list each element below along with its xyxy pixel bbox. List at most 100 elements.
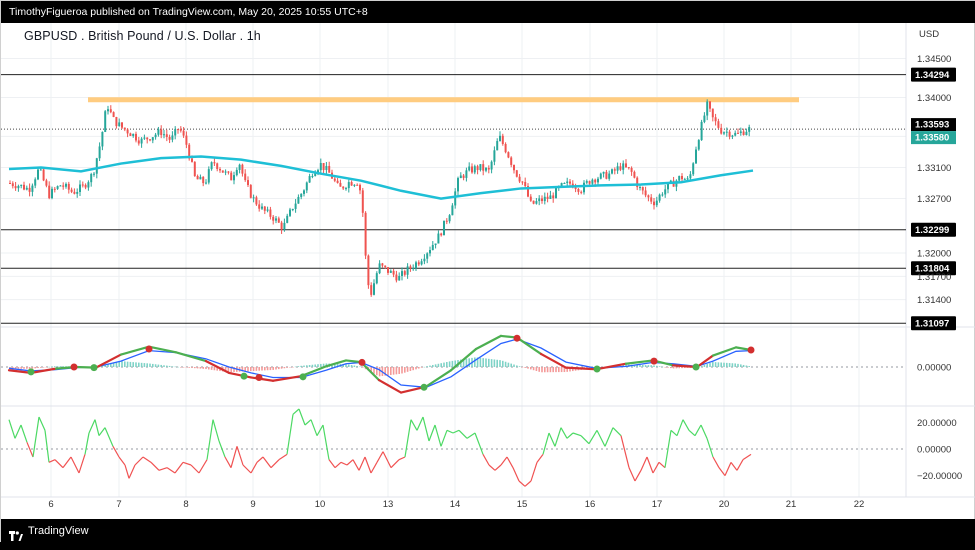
osc2-line-segment	[736, 459, 744, 471]
candle-body	[546, 196, 549, 199]
osc1-histogram-bar	[653, 365, 655, 367]
candle-body	[249, 185, 252, 198]
candle-body	[39, 169, 42, 171]
osc1-histogram-bar	[409, 367, 412, 372]
candle-body	[135, 133, 137, 141]
osc2-line-segment	[580, 435, 590, 445]
candle-body	[395, 274, 398, 281]
candle-body	[706, 101, 709, 116]
osc1-histogram-bar	[524, 367, 526, 368]
osc2-line-segment	[382, 451, 392, 468]
osc1-histogram-bar	[647, 365, 650, 367]
osc2-line-segment	[118, 456, 126, 466]
osc1-histogram-bar	[642, 365, 644, 367]
osc2-line-segment	[346, 459, 354, 466]
candle-body	[403, 271, 406, 275]
candle-body	[221, 170, 224, 173]
osc1-histogram-bar	[314, 364, 316, 367]
last-price-tag	[911, 118, 956, 132]
time-tick-label: 6	[48, 499, 53, 510]
candle-body	[661, 194, 664, 196]
osc1-histogram-bar	[28, 367, 31, 369]
osc1-histogram-bar	[205, 367, 207, 370]
osc1-histogram-bar	[423, 366, 426, 368]
candle-body	[157, 129, 160, 135]
candle-body	[538, 198, 541, 202]
time-tick-label: 7	[116, 499, 121, 510]
candle-body	[121, 122, 123, 128]
ma-price-tag	[911, 131, 956, 145]
candle-body	[70, 189, 73, 192]
osc1-fast-line-segment	[227, 371, 253, 379]
candle-body	[569, 181, 571, 184]
osc1-histogram-bar	[639, 364, 641, 367]
osc1-fast-line-segment	[515, 336, 543, 356]
candle-body	[381, 263, 384, 266]
candle-body	[513, 164, 515, 171]
chart-canvas[interactable]: 1.34294 1.32299 1.31804 1.31097 USD 1.34500 1.…	[1, 23, 975, 519]
osc1-histogram-bar	[451, 360, 454, 367]
candle-body	[711, 108, 714, 118]
candle-body	[81, 184, 84, 186]
osc1-fast-line-segment	[204, 360, 231, 374]
osc1-fast-line-segment	[449, 347, 478, 372]
osc2-line-segment	[328, 459, 336, 469]
osc2-line-segment	[494, 464, 502, 471]
osc2-line-segment	[682, 419, 690, 431]
candle-body	[294, 203, 297, 209]
osc2-line-segment	[440, 430, 448, 447]
candle-body	[303, 190, 305, 194]
osc2-line-segment	[518, 480, 526, 487]
candle-body	[98, 146, 101, 159]
osc2-line-segment	[334, 461, 342, 469]
osc1-histogram-bar	[566, 367, 568, 372]
osc1-histogram-bar	[196, 367, 199, 369]
candle-body	[48, 185, 51, 199]
osc1-histogram-bar	[700, 365, 703, 367]
osc2-line-segment	[158, 467, 168, 471]
osc1-histogram-bar	[17, 367, 20, 369]
candle-body	[109, 109, 112, 113]
osc1-histogram-bar	[194, 367, 196, 369]
osc1-histogram-bar	[154, 364, 157, 367]
candle-body	[65, 183, 67, 187]
osc1-cross-up-dot	[240, 372, 248, 380]
osc1-histogram-bar	[303, 365, 305, 367]
osc1-histogram-bar	[535, 367, 538, 372]
osc1-histogram-bar	[432, 364, 434, 367]
time-tick-label: 16	[585, 499, 596, 510]
osc2-line-segment	[286, 414, 294, 455]
osc1-histogram-bar	[516, 365, 518, 367]
osc1-histogram-bar	[658, 366, 661, 367]
candle-body	[616, 166, 619, 171]
osc1-histogram-bar	[415, 367, 417, 370]
osc2-line-segment	[128, 464, 136, 479]
candle-body	[76, 192, 79, 194]
candle-body	[504, 143, 507, 153]
osc1-histogram-bar	[59, 366, 62, 367]
osc1-histogram-bar	[177, 366, 179, 368]
candle-body	[653, 201, 655, 206]
osc1-fast-line-segment	[711, 346, 738, 357]
osc2-line-segment	[506, 456, 514, 468]
osc2-line-segment	[124, 464, 130, 479]
candle-body	[471, 166, 473, 173]
candle-body	[286, 215, 289, 223]
candle-body	[560, 183, 563, 187]
price-tick-label: 1.34000	[917, 93, 951, 104]
candle-body	[630, 167, 633, 172]
osc1-histogram-bar	[541, 367, 543, 373]
osc1-histogram-bar	[731, 363, 734, 367]
candle-body	[423, 258, 426, 262]
osc2-line-segment	[566, 432, 574, 439]
osc2-line-segment	[190, 464, 200, 474]
candle-body	[300, 193, 303, 197]
candle-body	[627, 167, 630, 169]
osc2-line-segment	[410, 419, 418, 431]
osc1-histogram-bar	[440, 363, 442, 367]
candle-body	[434, 243, 437, 245]
osc1-histogram-bar	[544, 367, 546, 373]
osc1-histogram-bar	[48, 366, 50, 368]
osc1-histogram-bar	[392, 367, 395, 375]
candle-body	[356, 184, 359, 186]
